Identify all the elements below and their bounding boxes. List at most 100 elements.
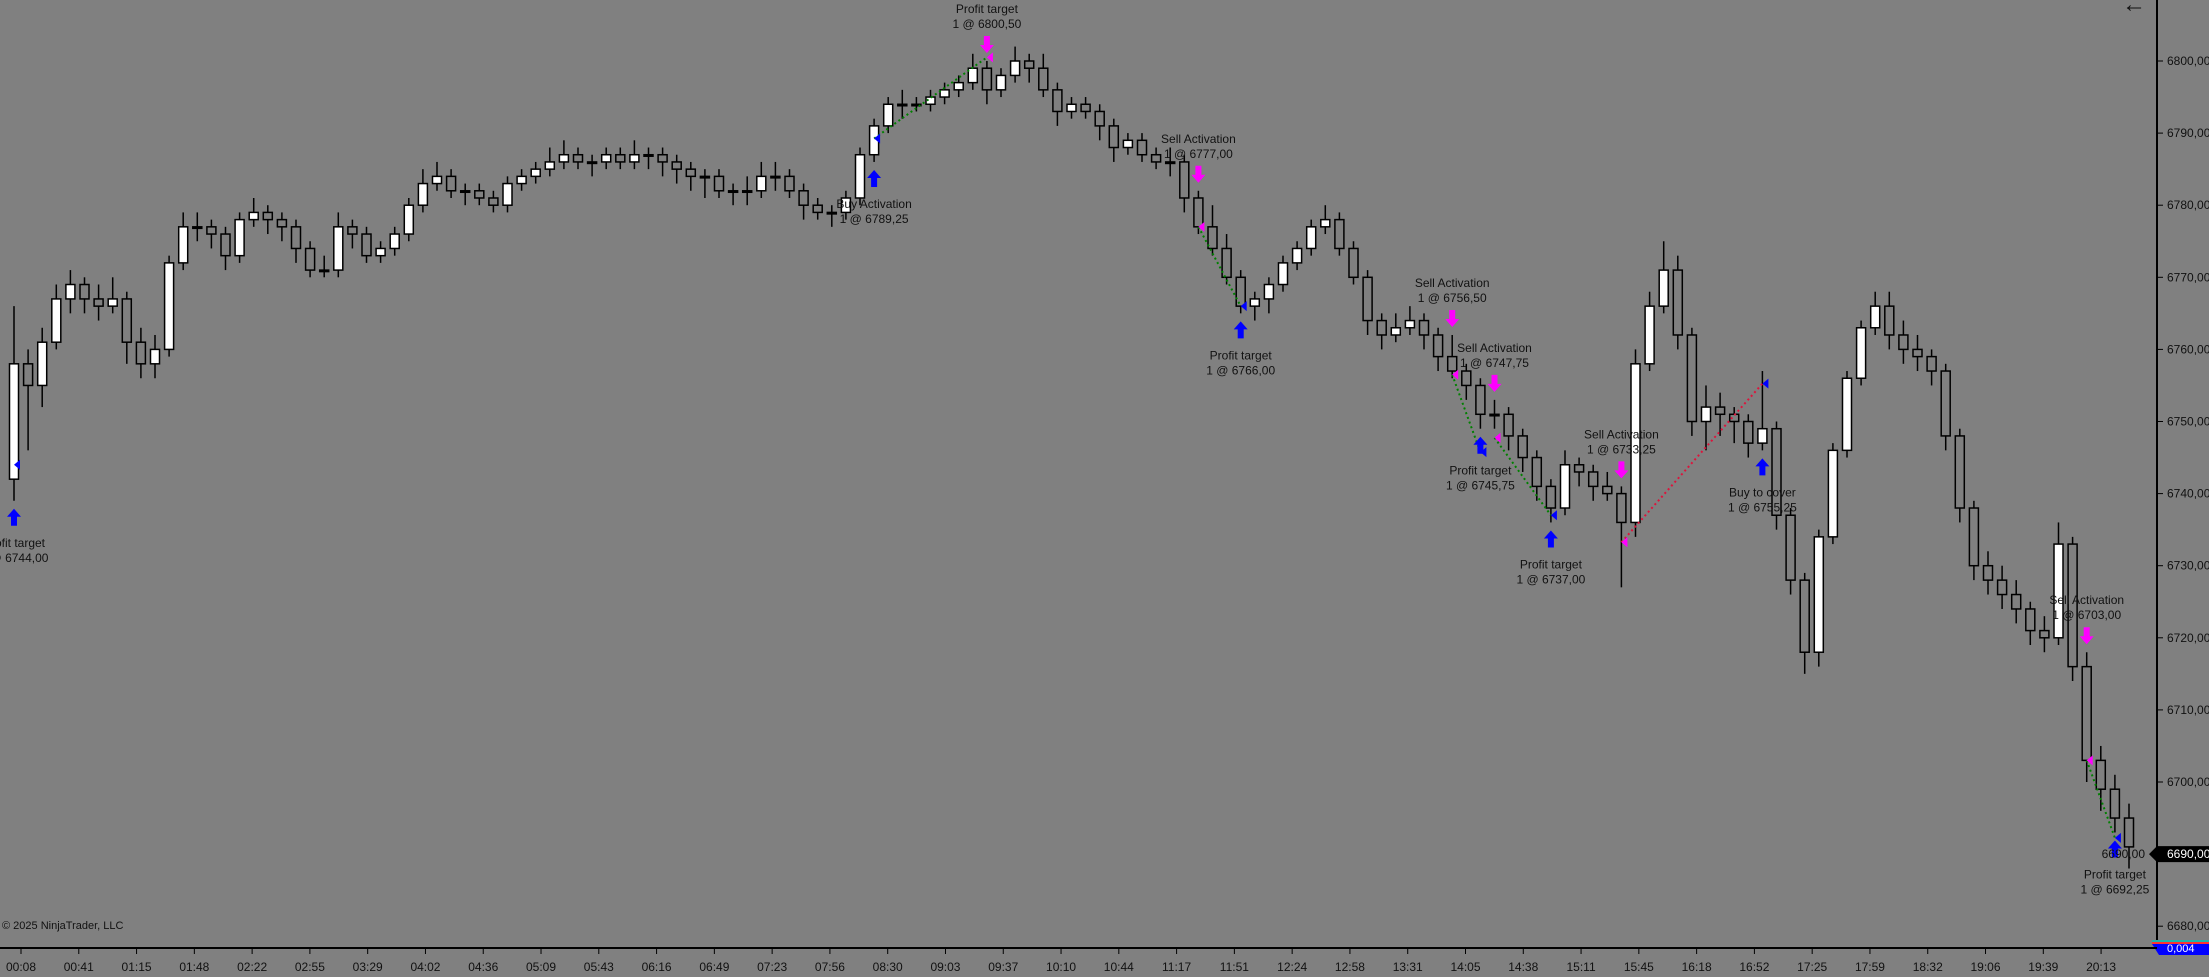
candle — [22, 349, 34, 451]
trade-line — [1451, 374, 1482, 453]
candle-body — [431, 175, 443, 185]
candle-body — [1757, 427, 1768, 444]
arrow-up-icon — [1755, 458, 1770, 476]
candle-body — [65, 283, 76, 300]
candle-body — [784, 175, 795, 192]
time-tick-label: 15:11 — [1566, 960, 1595, 974]
candle — [2123, 803, 2135, 869]
candle-body — [2039, 629, 2050, 639]
time-tick-label: 01:48 — [179, 960, 209, 974]
candle-body — [2025, 608, 2036, 632]
candle-body — [318, 269, 330, 273]
candle-body — [1263, 283, 1275, 300]
candle — [121, 291, 133, 364]
candle — [826, 205, 838, 227]
execution-detail: 1 @ 6745,75 — [1446, 479, 1515, 493]
execution-detail: 1 @ 6789,25 — [840, 212, 909, 226]
candle-body — [1038, 67, 1049, 91]
candle-body — [1616, 492, 1627, 524]
candle — [1926, 349, 1937, 386]
candle-body — [826, 211, 838, 215]
candle — [431, 161, 443, 191]
time-tick-label: 19:39 — [2028, 960, 2058, 974]
time-tick-label: 00:41 — [64, 960, 94, 974]
candle-body — [1644, 305, 1655, 365]
candle — [304, 241, 316, 278]
arrow-left-icon[interactable]: ← — [2122, 0, 2146, 18]
time-tick-label: 14:38 — [1508, 960, 1538, 974]
candle — [1348, 241, 1359, 285]
candle-body — [1503, 413, 1514, 437]
fill-triangle-icon — [1240, 301, 1247, 312]
time-tick-label: 20:13 — [2086, 960, 2116, 974]
candle — [177, 212, 189, 271]
candle — [502, 176, 513, 213]
candle — [93, 284, 104, 321]
candle — [1150, 147, 1162, 170]
candle-body — [1320, 218, 1331, 228]
candle-body — [1813, 536, 1825, 653]
candle — [290, 219, 302, 263]
candle-body — [1926, 355, 1937, 372]
trade-line — [2085, 760, 2116, 839]
candle — [206, 219, 217, 249]
candle — [1898, 320, 1909, 364]
candle-body — [149, 348, 161, 365]
candle-body — [1221, 247, 1232, 279]
time-tick-label: 19:06 — [1971, 960, 2001, 974]
candle-body — [206, 226, 217, 235]
time-tick-label: 04:02 — [410, 960, 440, 974]
candle — [1503, 407, 1514, 451]
candle — [1023, 53, 1035, 83]
candle-body — [1080, 103, 1091, 113]
trade-lines-layer — [873, 56, 2116, 839]
trade-line — [1493, 437, 1552, 516]
candle-body — [558, 153, 570, 163]
candle-body — [1700, 406, 1712, 423]
candle — [1855, 320, 1867, 386]
candle-body — [248, 211, 259, 221]
candle-body — [93, 298, 104, 307]
time-tick-label: 10:44 — [1104, 960, 1134, 974]
price-tick-label: 6700,00 — [2167, 775, 2209, 789]
candle-body — [1164, 161, 1176, 165]
candle-body — [1362, 276, 1373, 322]
time-tick-label: 13:31 — [1393, 960, 1423, 974]
time-tick-label: 12:24 — [1277, 960, 1307, 974]
arrow-up-icon — [2107, 840, 2122, 858]
price-tick-label: 6800,00 — [2167, 54, 2209, 68]
candle — [1052, 82, 1063, 126]
execution-label: Buy Activation — [836, 197, 911, 211]
candle-body — [840, 197, 852, 214]
execution-detail: 1 @ 6744,00 — [0, 551, 49, 565]
candles-layer — [8, 46, 2135, 869]
time-tick-label: 10:10 — [1046, 960, 1076, 974]
candle-body — [1404, 319, 1416, 329]
execution-label: Profit target — [1520, 557, 1583, 571]
candle — [1573, 457, 1585, 487]
candle — [643, 147, 654, 170]
candle — [840, 190, 852, 220]
candle-body — [1771, 427, 1782, 516]
candle-body — [615, 153, 626, 163]
candle — [1475, 378, 1486, 429]
time-tick-label: 17:59 — [1855, 960, 1885, 974]
candle — [459, 183, 471, 206]
candle — [657, 147, 668, 177]
time-axis[interactable]: 00:08 00:41 01:15 01:48 02:22 02:55 03:29 04:02… — [0, 947, 2157, 974]
candle — [1602, 471, 1613, 501]
price-axis[interactable]: 6680,00 6690,00 6700,00 6710,00 6720,00 6730,… — [2102, 0, 2209, 955]
candle — [572, 147, 584, 170]
candle — [685, 161, 697, 191]
candle — [1968, 500, 1980, 581]
candle-body — [488, 197, 499, 206]
candle — [1785, 508, 1796, 595]
candle-body — [1446, 355, 1458, 372]
fill-triangle-icon — [1550, 510, 1557, 521]
